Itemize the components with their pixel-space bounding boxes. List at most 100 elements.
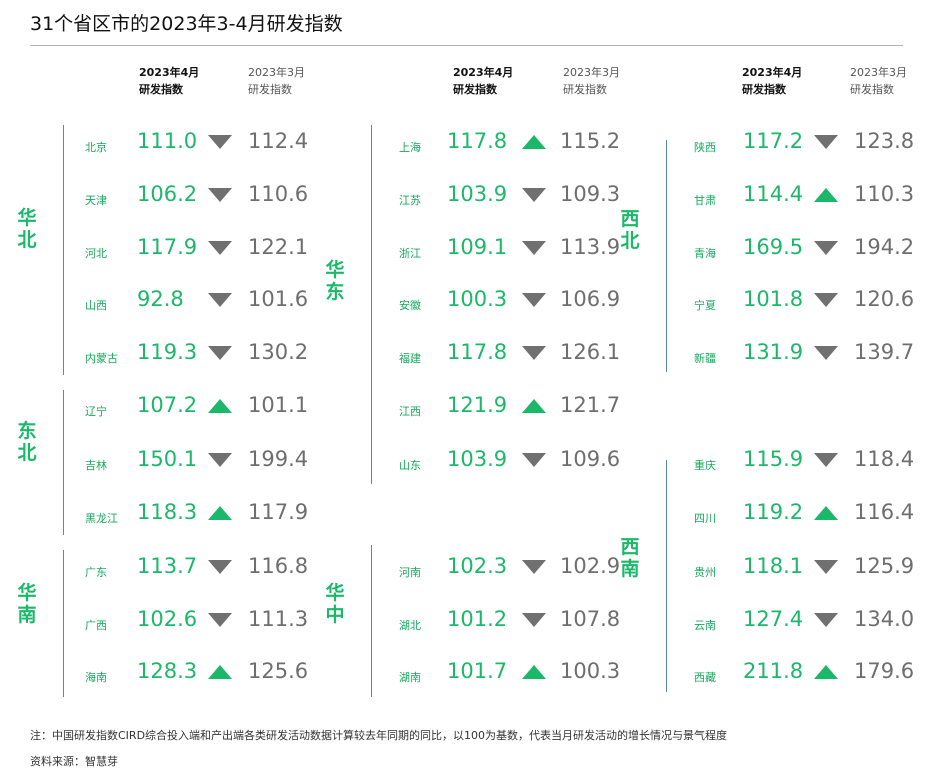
region-divider xyxy=(63,390,64,535)
footnote: 注：中国研发指数CIRD综合投入端和产出端各类研发活动数据计算较去年同期的同比，… xyxy=(30,729,728,742)
header-current-month: 2023年4月 研发指数 xyxy=(742,64,802,98)
trend-up-icon xyxy=(208,506,232,520)
current-index-value: 103.9 xyxy=(447,182,508,206)
trend-down-icon xyxy=(814,135,838,149)
trend-down-icon xyxy=(208,346,232,360)
trend-up-icon xyxy=(522,135,546,149)
region-label: 西南 xyxy=(620,536,640,580)
trend-down-icon xyxy=(522,188,546,202)
current-index-value: 114.4 xyxy=(743,182,804,206)
province-name: 辽宁 xyxy=(85,405,107,418)
trend-down-icon xyxy=(522,560,546,574)
trend-up-icon xyxy=(814,188,838,202)
previous-index-value: 134.0 xyxy=(854,607,915,631)
region-label: 东北 xyxy=(17,420,37,464)
province-name: 内蒙古 xyxy=(85,352,118,365)
current-index-value: 92.8 xyxy=(137,287,184,311)
region-divider xyxy=(666,140,667,372)
header-previous-line2: 研发指数 xyxy=(850,83,894,96)
current-index-value: 127.4 xyxy=(743,607,804,631)
trend-down-icon xyxy=(522,613,546,627)
region-label: 华南 xyxy=(17,582,37,626)
previous-index-value: 109.3 xyxy=(560,182,621,206)
trend-down-icon xyxy=(522,241,546,255)
previous-index-value: 115.2 xyxy=(560,129,621,153)
region-divider xyxy=(63,125,64,375)
current-index-value: 101.7 xyxy=(447,659,508,683)
region-divider xyxy=(63,550,64,697)
current-index-value: 121.9 xyxy=(447,393,508,417)
current-index-value: 118.1 xyxy=(743,554,804,578)
trend-down-icon xyxy=(208,453,232,467)
previous-index-value: 102.9 xyxy=(560,554,621,578)
previous-index-value: 125.6 xyxy=(248,659,309,683)
current-index-value: 169.5 xyxy=(743,235,804,259)
trend-up-icon xyxy=(522,399,546,413)
trend-up-icon xyxy=(522,665,546,679)
province-name: 青海 xyxy=(694,247,716,260)
current-index-value: 111.0 xyxy=(137,129,198,153)
header-previous-line1: 2023年3月 xyxy=(248,66,305,79)
source-note: 资料来源：智慧芽 xyxy=(30,755,118,768)
header-current-line1: 2023年4月 xyxy=(139,66,200,79)
previous-index-value: 179.6 xyxy=(854,659,915,683)
previous-index-value: 117.9 xyxy=(248,500,309,524)
previous-index-value: 118.4 xyxy=(854,447,915,471)
current-index-value: 102.6 xyxy=(137,607,198,631)
current-index-value: 101.8 xyxy=(743,287,804,311)
header-current-line1: 2023年4月 xyxy=(742,66,803,79)
header-current-line2: 研发指数 xyxy=(453,83,497,96)
current-index-value: 150.1 xyxy=(137,447,198,471)
current-index-value: 102.3 xyxy=(447,554,508,578)
header-previous-line2: 研发指数 xyxy=(563,83,607,96)
previous-index-value: 110.6 xyxy=(248,182,309,206)
trend-up-icon xyxy=(208,665,232,679)
current-index-value: 106.2 xyxy=(137,182,198,206)
trend-down-icon xyxy=(208,613,232,627)
previous-index-value: 111.3 xyxy=(248,607,309,631)
current-index-value: 113.7 xyxy=(137,554,198,578)
province-name: 湖北 xyxy=(399,619,421,632)
province-name: 上海 xyxy=(399,141,421,154)
current-index-value: 117.8 xyxy=(447,129,508,153)
current-index-value: 119.2 xyxy=(743,500,804,524)
province-name: 湖南 xyxy=(399,671,421,684)
previous-index-value: 199.4 xyxy=(248,447,309,471)
current-index-value: 101.2 xyxy=(447,607,508,631)
province-name: 河北 xyxy=(85,247,107,260)
trend-down-icon xyxy=(208,241,232,255)
province-name: 山东 xyxy=(399,459,421,472)
current-index-value: 100.3 xyxy=(447,287,508,311)
previous-index-value: 116.8 xyxy=(248,554,309,578)
province-name: 广东 xyxy=(85,566,107,579)
header-previous-line1: 2023年3月 xyxy=(850,66,907,79)
province-name: 海南 xyxy=(85,671,107,684)
trend-down-icon xyxy=(522,453,546,467)
province-name: 陕西 xyxy=(694,141,716,154)
province-name: 浙江 xyxy=(399,247,421,260)
current-index-value: 211.8 xyxy=(743,659,804,683)
previous-index-value: 100.3 xyxy=(560,659,621,683)
previous-index-value: 194.2 xyxy=(854,235,915,259)
region-divider xyxy=(666,460,667,692)
current-index-value: 131.9 xyxy=(743,340,804,364)
province-name: 西藏 xyxy=(694,671,716,684)
previous-index-value: 126.1 xyxy=(560,340,621,364)
province-name: 广西 xyxy=(85,619,107,632)
trend-down-icon xyxy=(522,346,546,360)
previous-index-value: 120.6 xyxy=(854,287,915,311)
province-name: 吉林 xyxy=(85,459,107,472)
page-title: 31个省区市的2023年3-4月研发指数 xyxy=(30,13,343,35)
header-previous-month: 2023年3月 研发指数 xyxy=(850,64,907,98)
trend-up-icon xyxy=(814,506,838,520)
province-name: 山西 xyxy=(85,299,107,312)
province-name: 天津 xyxy=(85,194,107,207)
current-index-value: 119.3 xyxy=(137,340,198,364)
trend-down-icon xyxy=(814,293,838,307)
region-label: 华北 xyxy=(17,207,37,251)
trend-down-icon xyxy=(522,293,546,307)
previous-index-value: 106.9 xyxy=(560,287,621,311)
current-index-value: 117.9 xyxy=(137,235,198,259)
province-name: 四川 xyxy=(694,512,716,525)
province-name: 江西 xyxy=(399,405,421,418)
